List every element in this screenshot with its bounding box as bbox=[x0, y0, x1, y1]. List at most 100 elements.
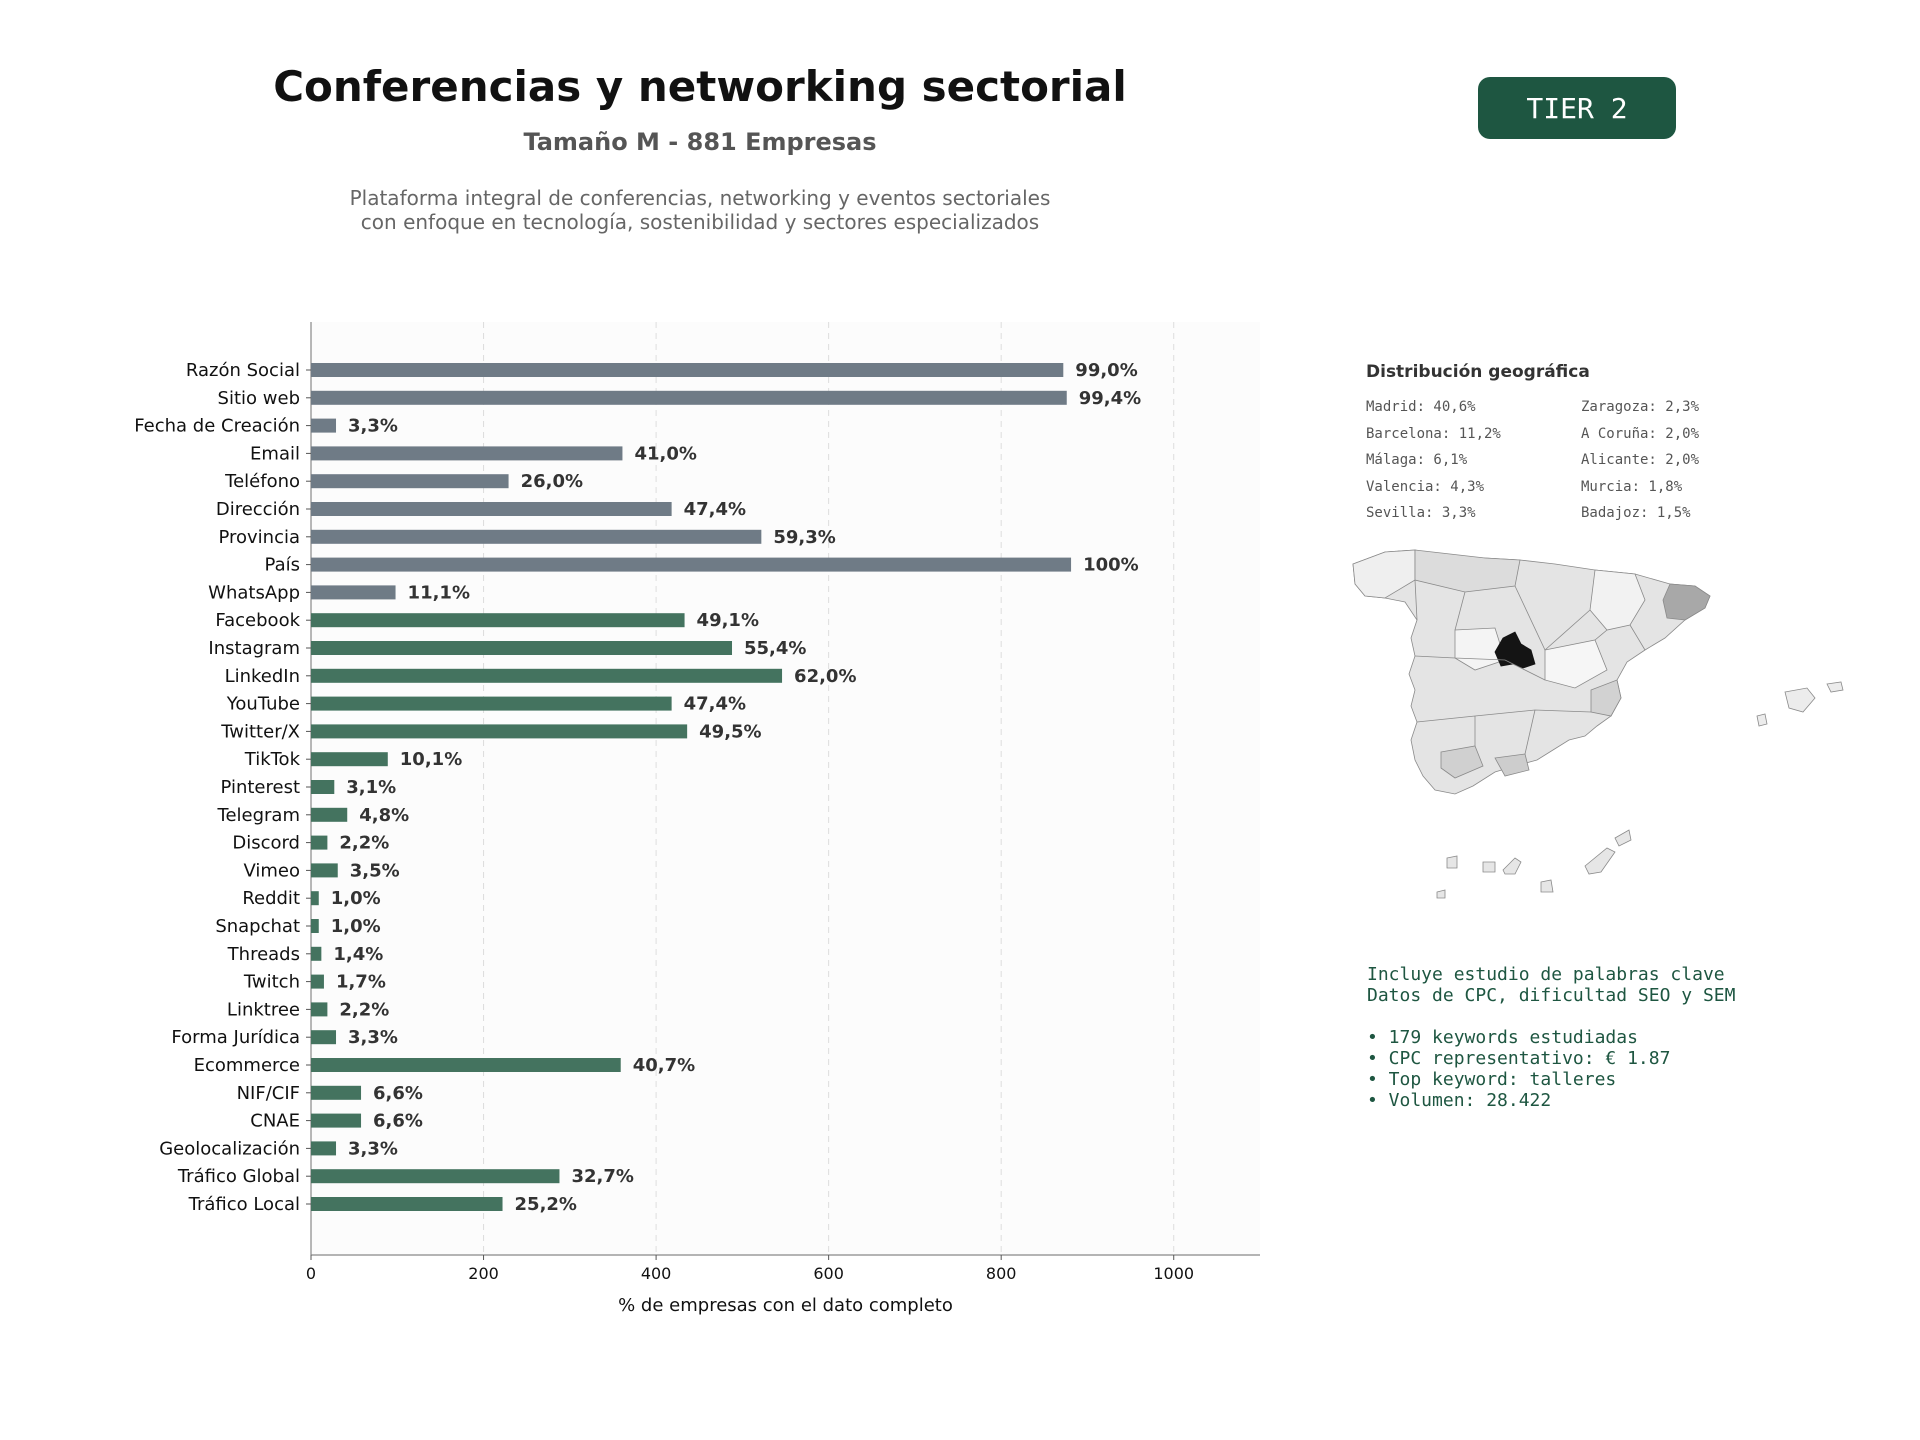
category-label: Telegram bbox=[217, 805, 300, 826]
category-label: Pinterest bbox=[220, 777, 300, 798]
category-label: LinkedIn bbox=[225, 666, 300, 687]
category-label: Threads bbox=[227, 944, 300, 965]
bar bbox=[311, 863, 338, 878]
seo-line-1: Incluye estudio de palabras clave bbox=[1367, 964, 1725, 985]
category-label: Vimeo bbox=[243, 860, 300, 881]
map-andalucia-west bbox=[1440, 745, 1484, 779]
bar-value-label: 6,6% bbox=[373, 1083, 423, 1104]
bar bbox=[311, 835, 328, 850]
page-subtitle: Tamaño M - 881 Empresas bbox=[523, 128, 877, 156]
bar-value-label: 49,1% bbox=[697, 610, 759, 631]
bar-value-label: 2,2% bbox=[339, 999, 389, 1020]
bar-value-label: 3,3% bbox=[348, 416, 398, 437]
plot-background bbox=[311, 322, 1260, 1255]
bar bbox=[311, 529, 762, 544]
bar bbox=[311, 1141, 337, 1156]
category-label: Fecha de Creación bbox=[134, 416, 300, 437]
geo-item: Málaga: 6,1% bbox=[1366, 452, 1468, 468]
bar bbox=[311, 585, 396, 600]
category-label: Twitter/X bbox=[220, 721, 300, 742]
geo-item: Murcia: 1,8% bbox=[1581, 478, 1683, 495]
category-label: Provincia bbox=[218, 527, 300, 548]
bar-value-label: 40,7% bbox=[633, 1055, 695, 1076]
bar-value-label: 3,1% bbox=[346, 777, 396, 798]
bar bbox=[311, 752, 388, 767]
bar-value-label: 2,2% bbox=[339, 833, 389, 854]
bar-value-label: 3,5% bbox=[350, 860, 400, 881]
category-label: Sitio web bbox=[218, 388, 300, 409]
bar-value-label: 99,4% bbox=[1079, 388, 1141, 409]
category-label: Teléfono bbox=[224, 471, 300, 492]
map-canary-2 bbox=[1482, 861, 1496, 873]
bar bbox=[311, 1197, 503, 1211]
bar bbox=[311, 1113, 362, 1128]
category-label: Discord bbox=[232, 833, 300, 854]
bar bbox=[311, 390, 1067, 405]
map-menorca bbox=[1826, 681, 1844, 693]
bar-value-label: 100% bbox=[1083, 555, 1139, 576]
x-tick-label: 600 bbox=[813, 1264, 844, 1283]
bar bbox=[311, 891, 319, 906]
bar bbox=[311, 919, 319, 933]
bar bbox=[311, 1169, 560, 1184]
map-canary-1 bbox=[1446, 855, 1458, 869]
map-barcelona bbox=[1662, 583, 1711, 621]
x-tick-label: 200 bbox=[468, 1264, 499, 1283]
bar-value-label: 10,1% bbox=[400, 749, 462, 770]
category-label: Ecommerce bbox=[194, 1055, 300, 1076]
category-label: Razón Social bbox=[186, 360, 300, 381]
geo-item: Barcelona: 11,2% bbox=[1366, 425, 1501, 442]
category-label: Geolocalización bbox=[159, 1138, 300, 1159]
bar-value-label: 25,2% bbox=[515, 1194, 577, 1215]
bar bbox=[311, 1058, 621, 1072]
x-tick-label: 800 bbox=[986, 1264, 1017, 1283]
bar-value-label: 49,5% bbox=[699, 721, 761, 742]
category-label: Dirección bbox=[216, 499, 300, 520]
bar-value-label: 47,4% bbox=[684, 694, 746, 715]
category-label: Forma Jurídica bbox=[171, 1027, 300, 1048]
category-label: País bbox=[265, 555, 300, 576]
geo-item: Alicante: 2,0% bbox=[1581, 452, 1700, 468]
bar-value-label: 3,3% bbox=[348, 1027, 398, 1048]
bar bbox=[311, 502, 672, 516]
map-region-center-east bbox=[1544, 639, 1608, 689]
map-andalucia-east bbox=[1494, 753, 1530, 777]
category-label: Email bbox=[250, 443, 300, 464]
category-label: Snapchat bbox=[215, 916, 300, 937]
category-label: Tráfico Global bbox=[177, 1166, 300, 1187]
bar bbox=[311, 363, 1064, 377]
bar bbox=[311, 780, 335, 794]
category-label: Facebook bbox=[215, 610, 300, 631]
bar-value-label: 1,4% bbox=[333, 944, 383, 965]
bar-value-label: 4,8% bbox=[359, 805, 409, 826]
category-label: Twitch bbox=[243, 972, 300, 993]
bar-value-label: 55,4% bbox=[744, 638, 806, 659]
seo-bullet: • Top keyword: talleres bbox=[1367, 1069, 1617, 1090]
bar-value-label: 32,7% bbox=[571, 1166, 633, 1187]
category-label: Reddit bbox=[242, 888, 300, 909]
geo-distribution-list: Madrid: 40,6% Zaragoza: 2,3% Barcelona: … bbox=[1366, 398, 1806, 523]
category-label: Tráfico Local bbox=[188, 1194, 300, 1215]
x-tick-label: 0 bbox=[306, 1264, 316, 1283]
map-madrid bbox=[1494, 631, 1536, 669]
description-line-1: Plataforma integral de conferencias, net… bbox=[349, 186, 1051, 210]
bar bbox=[311, 613, 685, 628]
geo-title: Distribución geográfica bbox=[1366, 362, 1590, 382]
geo-item: Badajoz: 1,5% bbox=[1581, 505, 1691, 521]
bar bbox=[311, 946, 322, 961]
x-tick-label: 400 bbox=[641, 1264, 672, 1283]
description-line-2: con enfoque en tecnología, sostenibilida… bbox=[360, 210, 1040, 234]
category-label: WhatsApp bbox=[208, 582, 300, 603]
bar-value-label: 99,0% bbox=[1075, 360, 1137, 381]
bar bbox=[311, 557, 1072, 572]
bar-value-label: 3,3% bbox=[348, 1138, 398, 1159]
seo-bullet: • 179 keywords estudiadas bbox=[1367, 1027, 1638, 1048]
bar-value-label: 62,0% bbox=[794, 666, 856, 687]
map-mainland bbox=[1352, 549, 1711, 795]
bar-value-label: 6,6% bbox=[373, 1111, 423, 1132]
map-mallorca bbox=[1784, 687, 1816, 713]
category-label: CNAE bbox=[250, 1111, 300, 1132]
bar bbox=[311, 446, 623, 461]
bar bbox=[311, 974, 324, 989]
page-description: Plataforma integral de conferencias, net… bbox=[140, 186, 1260, 234]
